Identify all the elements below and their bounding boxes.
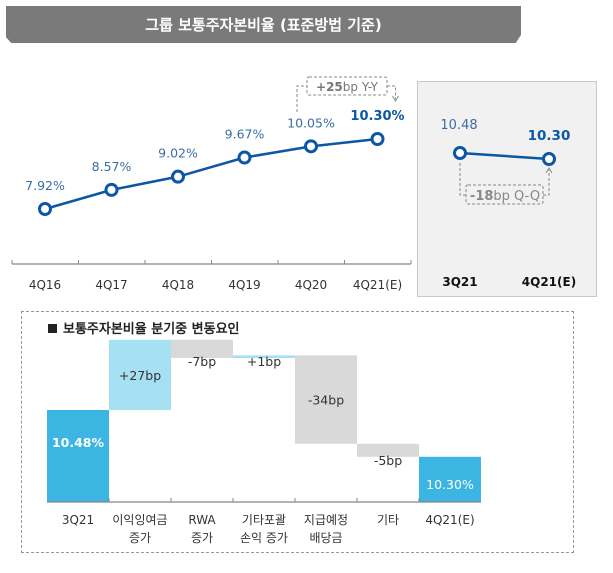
data-label: 10.05% [287, 115, 335, 130]
waterfall-section [21, 311, 574, 553]
annotation-connector [459, 163, 466, 196]
quarterly-cet1-line-chart: 10.48 10.30 3Q21 4Q21(E) -18bp Q-Q [440, 118, 576, 289]
waterfall-bar [47, 410, 109, 502]
waterfall-bar [171, 339, 233, 358]
x-tick-label: 4Q17 [95, 278, 127, 292]
waterfall-data-label: 10.30% [426, 477, 474, 492]
page-title: 그룹 보통주자본비율 (표준방법 기준) [6, 6, 521, 43]
x-tick-label: 3Q21 [62, 513, 94, 527]
x-tick-label: 3Q21 [442, 275, 477, 289]
waterfall-bar [109, 339, 171, 410]
waterfall-data-label: 10.48% [52, 435, 105, 450]
data-label: 9.02% [158, 146, 198, 161]
x-tick-label: 4Q21(E) [425, 513, 474, 527]
data-point [104, 182, 119, 197]
data-label: 7.92% [25, 178, 65, 193]
annual-cet1-line-chart: 4Q16 4Q17 4Q18 4Q19 4Q20 4Q21(E) 7.92% 8.57% 9.0… [11, 76, 412, 292]
x-tick-label: 배당금 [309, 531, 342, 545]
x-tick-label: 기타 [377, 513, 399, 527]
waterfall-bar [233, 355, 295, 358]
annotation-connector [296, 85, 307, 112]
annotation-label: +25bp Y-Y [316, 80, 379, 94]
x-tick-label: 손익 증가 [240, 531, 288, 545]
data-point [237, 150, 252, 165]
x-tick-label: 4Q21(E) [522, 275, 576, 289]
data-label: 10.48 [440, 118, 477, 133]
x-tick-label: 4Q19 [228, 278, 260, 292]
data-point [370, 132, 385, 146]
x-tick-label: 4Q16 [29, 278, 61, 292]
waterfall-data-label: +1bp [247, 354, 281, 369]
data-point [542, 152, 556, 166]
data-point [38, 202, 52, 216]
waterfall-title: 보통주자본비율 분기중 변동요인 [48, 318, 240, 337]
annotation-arrow-icon [545, 167, 553, 174]
x-tick-label: 4Q21(E) [353, 278, 402, 292]
waterfall-bar [357, 443, 419, 457]
annotation-connector [387, 85, 396, 99]
x-tick-label: 이익잉여금 [112, 513, 167, 527]
waterfall-data-label: -5bp [374, 453, 402, 468]
waterfall-bar [419, 456, 481, 502]
series-line [459, 151, 550, 161]
x-tick-label: RWA [188, 513, 216, 527]
data-point [453, 146, 467, 160]
waterfall-title-text: 보통주자본비율 분기중 변동요인 [63, 322, 240, 337]
waterfall-data-label: -34bp [308, 393, 344, 408]
x-tick-label: 기타포괄 [242, 513, 286, 527]
annotation-connector [543, 170, 550, 196]
waterfall-bar [295, 355, 357, 444]
data-label: 10.30 [528, 128, 571, 144]
x-tick-label: 지급예정 [304, 513, 348, 527]
data-point [171, 169, 185, 184]
bullet-square-icon [48, 324, 57, 333]
data-point [304, 139, 318, 154]
series-line [44, 137, 378, 211]
data-label: 8.57% [92, 159, 132, 174]
waterfall-data-label: +27bp [119, 368, 161, 383]
annotation-label: -18bp Q-Q [470, 189, 540, 204]
x-tick-label: 증가 [129, 531, 151, 545]
x-tick-label: 4Q20 [295, 278, 327, 292]
data-label: 10.30% [350, 109, 404, 124]
x-tick-label: 4Q18 [162, 278, 194, 292]
waterfall-data-label: -7bp [188, 354, 216, 369]
title-banner: 그룹 보통주자본비율 (표준방법 기준) [0, 0, 613, 50]
annotation-arrow-icon [392, 95, 399, 102]
data-label: 9.67% [225, 127, 265, 142]
x-tick-label: 증가 [191, 531, 213, 545]
